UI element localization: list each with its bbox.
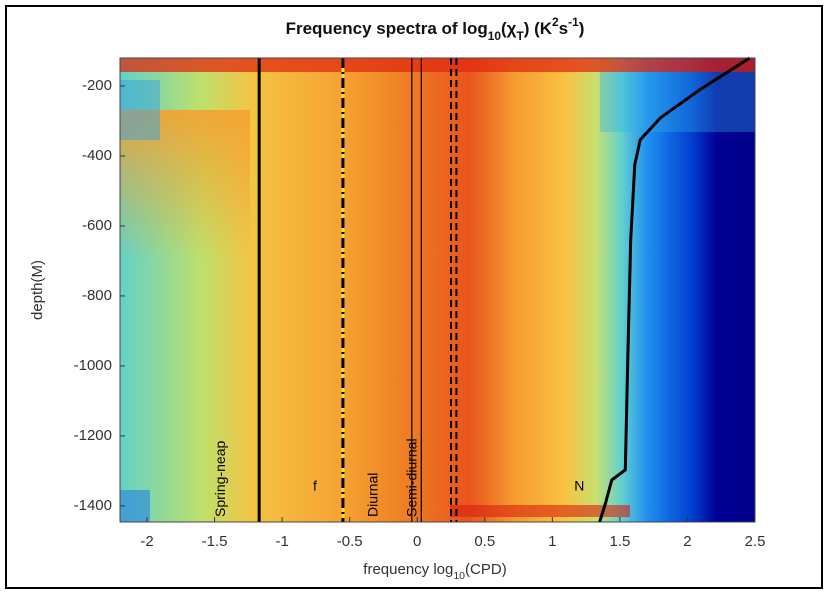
x-tick-label: 0 [413,533,421,550]
text-part: -1 [568,15,579,29]
text-part: ) [579,19,585,38]
x-tick-label: 2 [683,533,691,550]
y-tick-label: -1000 [74,357,112,374]
text-part: Frequency spectra of log [286,19,488,38]
x-tick-label: -0.5 [337,533,363,550]
text-part: frequency log [363,561,453,578]
x-tick-label: 1 [548,533,556,550]
y-tick-label: -1200 [74,427,112,444]
plot-border [119,57,756,523]
x-tick-label: -2 [140,533,153,550]
text-part: 10 [488,29,502,43]
line-label: f [313,478,317,494]
y-axis-label: depth(M) [29,260,46,320]
x-tick-label: -1.5 [202,533,228,550]
text-part: ) (K [524,19,553,38]
y-tick-label: -200 [82,77,112,94]
x-tick-label: -1 [275,533,288,550]
line-label: Spring-neap [212,441,228,517]
x-tick-label: 1.5 [609,533,630,550]
text-part: 10 [453,570,465,582]
curve-label: N [574,478,584,494]
y-tick-label: -1400 [74,497,112,514]
y-tick-label: -800 [82,287,112,304]
text-part: (χ [501,19,517,38]
x-axis-label: frequency log10(CPD) [363,561,506,582]
y-tick-label: -600 [82,217,112,234]
text-part: T [516,29,524,43]
text-part: s [559,19,568,38]
line-label: Diurnal [365,473,381,517]
chart-title: Frequency spectra of log10(χT) (K2s-1) [286,15,585,43]
frame [5,5,823,589]
line-label: Semi-diurnal [404,438,420,517]
text-part: 2 [552,15,559,29]
x-tick-label: 2.5 [745,533,766,550]
x-tick-label: 0.5 [474,533,495,550]
heatmap [120,58,755,522]
n-curve [598,56,751,523]
y-tick-label: -400 [82,147,112,164]
text-part: (CPD) [465,561,507,578]
